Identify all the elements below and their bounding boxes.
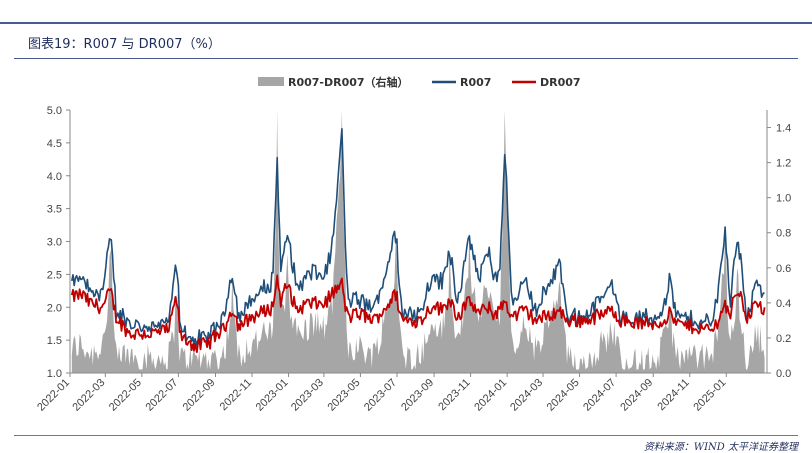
x-tick-label: 2023-07	[362, 377, 399, 414]
x-tick-label: 2024-07	[581, 377, 618, 414]
x-tick-label: 2024-01	[472, 377, 509, 414]
series-area-spread	[71, 110, 765, 373]
y-left-tick-label: 5.0	[47, 105, 62, 117]
x-tick-label: 2024-11	[655, 377, 691, 413]
x-tick-label: 2022-03	[70, 377, 107, 414]
y-left-tick-label: 2.5	[47, 269, 62, 281]
x-tick-label: 2022-09	[181, 377, 218, 414]
x-tick-label: 2024-09	[618, 377, 655, 414]
y-right-tick-label: 0.0	[776, 368, 791, 380]
y-right-tick-label: 1.4	[776, 123, 791, 135]
y-left-tick-label: 3.5	[47, 204, 62, 216]
x-tick-label: 2023-03	[289, 377, 326, 414]
line-layer	[70, 128, 766, 354]
source-note: 资料来源：WIND 太平洋证券整理	[643, 442, 798, 453]
legend-label-dr007: DR007	[540, 76, 581, 89]
y-right-tick-label: 1.0	[776, 193, 791, 205]
y-left-tick-label: 1.0	[47, 368, 62, 380]
y-right-tick-label: 0.8	[776, 228, 791, 240]
x-tick-label: 2022-05	[107, 377, 144, 414]
y-right-tick-label: 0.6	[776, 263, 791, 275]
y-right-tick-label: 1.2	[776, 158, 791, 170]
x-tick-label: 2023-09	[399, 377, 436, 414]
series-line-r007	[71, 128, 765, 346]
y-left-tick-label: 2.0	[47, 302, 62, 314]
spread-area-layer	[71, 110, 765, 373]
x-tick-label: 2023-01	[254, 377, 291, 414]
x-tick-label: 2024-05	[545, 377, 582, 414]
legend-swatch-spread	[258, 77, 284, 86]
chart-legend: R007-DR007（右轴） R007 DR007	[258, 75, 581, 89]
legend-label-spread: R007-DR007（右轴）	[288, 75, 409, 89]
top-rule	[0, 22, 812, 24]
y-left-tick-label: 3.0	[47, 237, 62, 249]
x-tick-label: 2024-03	[508, 377, 545, 414]
chart-title: 图表19：R007 与 DR007（%）	[28, 37, 221, 52]
y-right-tick-label: 0.4	[776, 298, 791, 310]
title-separator	[14, 58, 798, 59]
y-right-tick-label: 0.2	[776, 333, 791, 345]
x-tick-label: 2023-11	[436, 377, 472, 413]
x-tick-label: 2023-05	[326, 377, 363, 414]
legend-label-r007: R007	[460, 76, 491, 89]
bottom-rule	[14, 435, 798, 436]
y-left-tick-label: 1.5	[47, 335, 62, 347]
x-tick-label: 2022-07	[143, 377, 180, 414]
x-tick-label: 2025-01	[691, 377, 728, 414]
series-line-dr007	[70, 274, 766, 354]
x-tick-label: 2022-01	[35, 377, 72, 414]
x-tick-label: 2022-11	[218, 377, 254, 413]
y-left-tick-label: 4.0	[47, 171, 62, 183]
y-left-tick-label: 4.5	[47, 138, 62, 150]
